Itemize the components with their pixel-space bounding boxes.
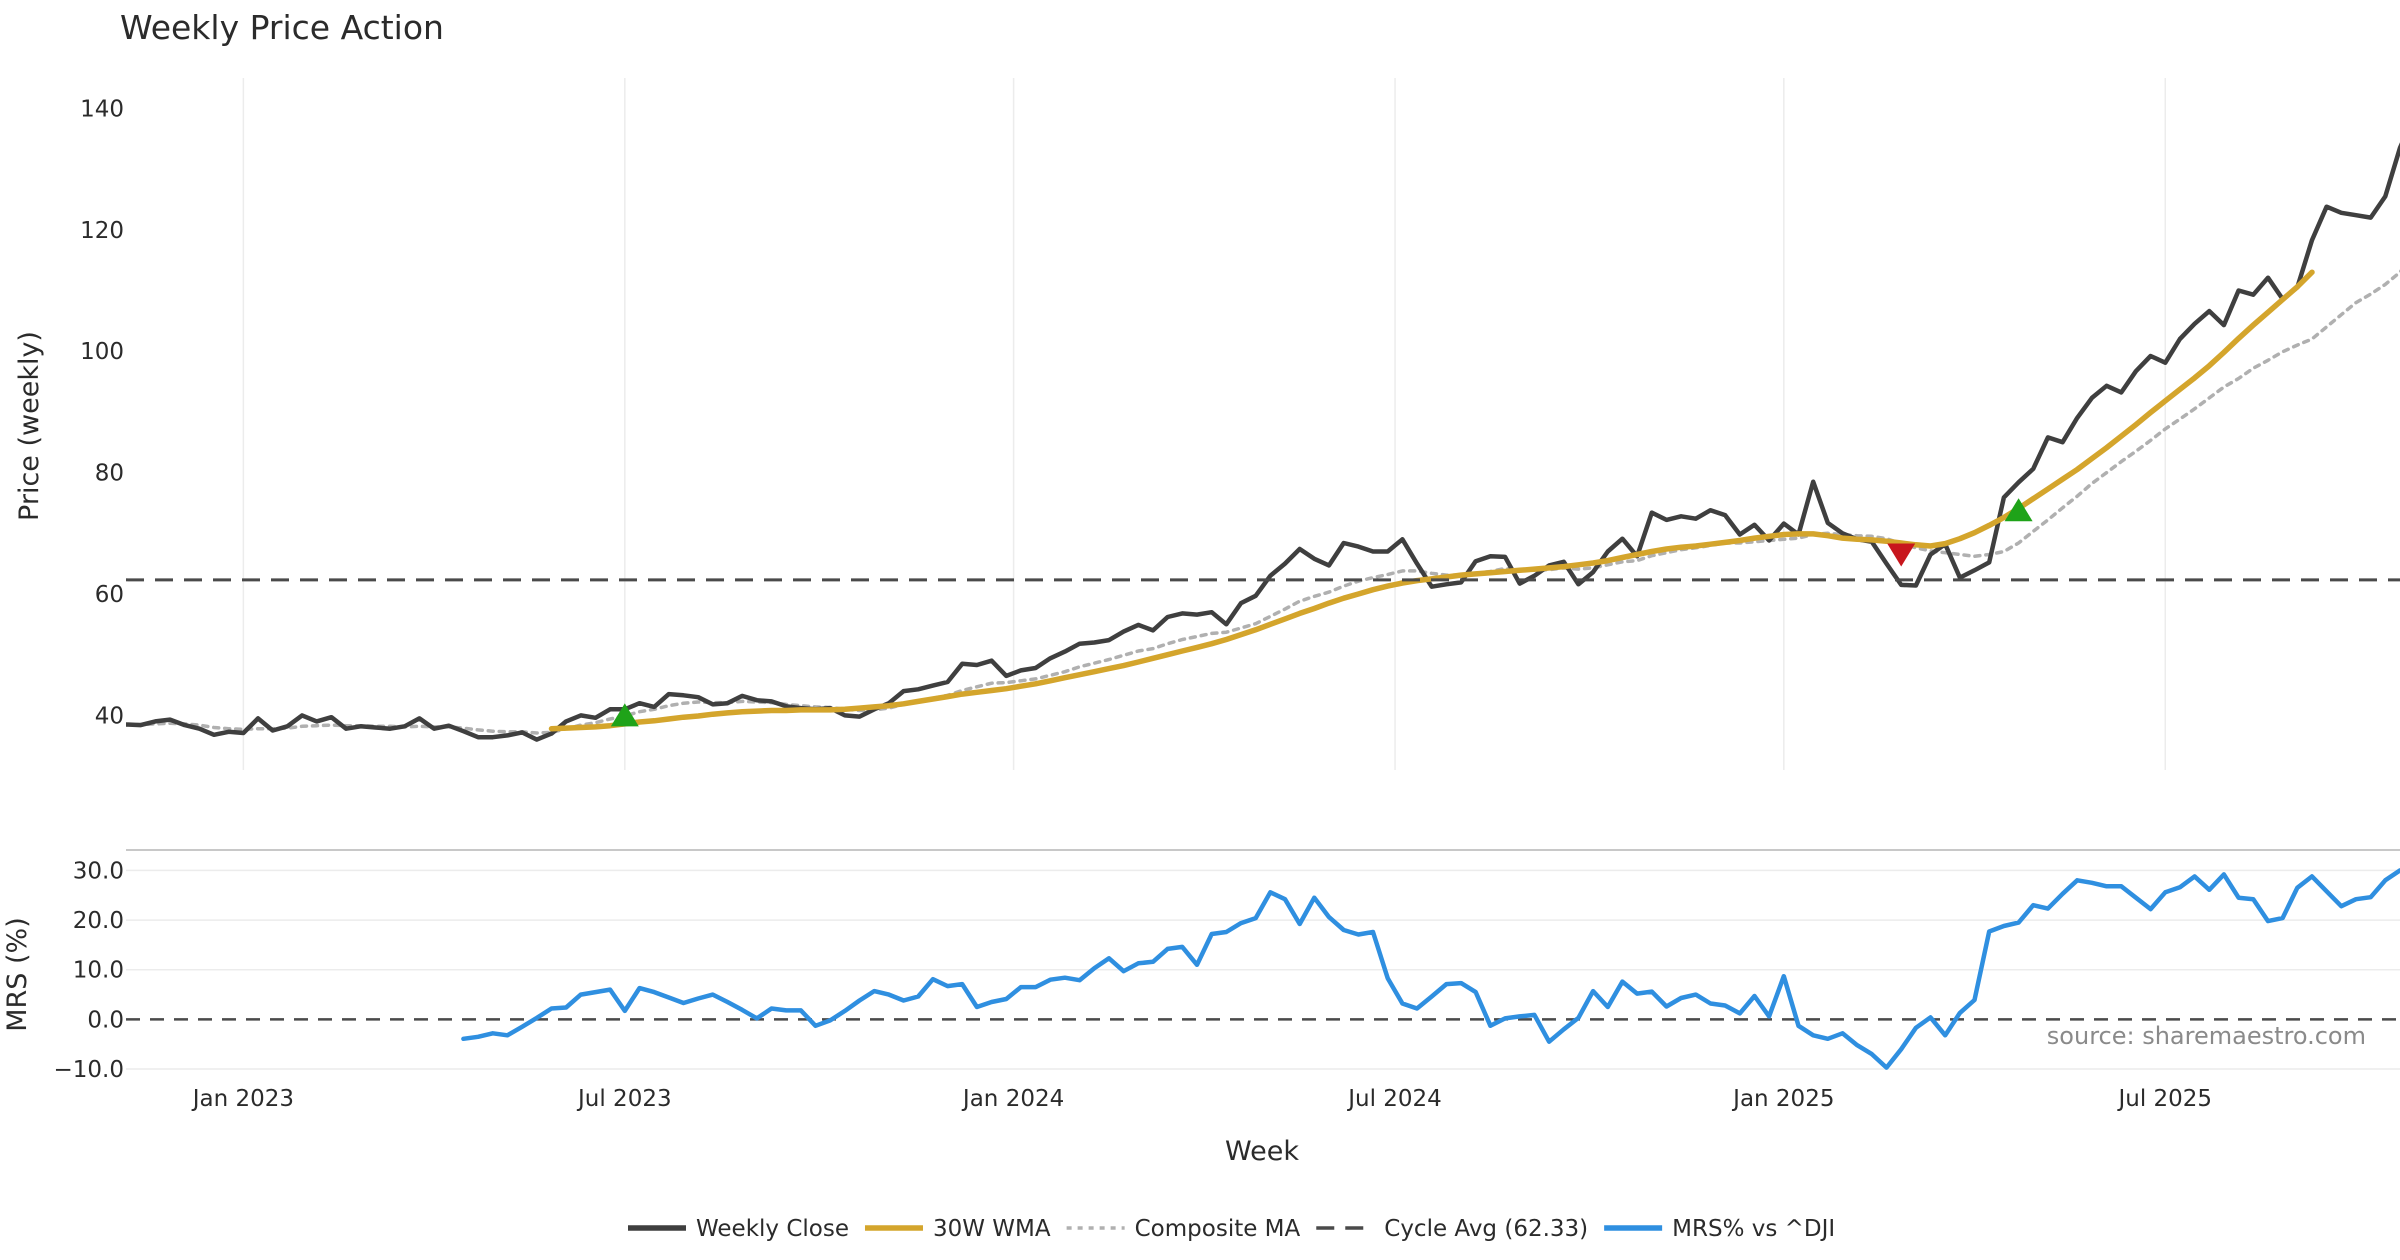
price-gridlines [242, 78, 2167, 770]
mrs-line [461, 868, 2400, 1070]
legend-label-mrs-vs-dji: MRS% vs ^DJI [1672, 1216, 1835, 1242]
mrs-y-tick-30: 30.0 [73, 858, 124, 884]
mrs-y-ticks: −10.0 0.0 10.0 20.0 30.0 [54, 858, 124, 1083]
price-y-tick-60: 60 [95, 582, 124, 608]
mrs-series [126, 868, 2400, 1070]
mrs-y-axis-label: MRS (%) [2, 917, 33, 1032]
x-tick-jul-2023: Jul 2023 [576, 1086, 672, 1112]
price-y-tick-80: 80 [95, 461, 124, 487]
x-tick-jul-2025: Jul 2025 [2116, 1086, 2212, 1112]
source-annotation: source: sharemaestro.com [2047, 1022, 2366, 1050]
x-axis-label: Week [1225, 1136, 1299, 1167]
mrs-y-tick-10: 10.0 [73, 958, 124, 984]
legend-label-weekly-close: Weekly Close [696, 1216, 849, 1242]
legend: Weekly Close 30W WMA Composite MA Cycle Avg… [628, 1216, 1835, 1242]
sell-signal-marker-2 [1887, 543, 1916, 567]
legend-item-30w-wma: 30W WMA [864, 1216, 1051, 1242]
chart-title: Weekly Price Action [120, 8, 444, 47]
signal-markers [610, 498, 2033, 727]
price-y-axis-label: Price (weekly) [14, 331, 45, 521]
mrs-panel: −10.0 0.0 10.0 20.0 30.0 [54, 858, 2400, 1083]
buy-signal-marker-1 [610, 703, 639, 727]
legend-label-cycle-avg-62-33: Cycle Avg (62.33) [1384, 1216, 1588, 1242]
price-y-tick-140: 140 [80, 96, 124, 122]
mrs-y-tick-10: −10.0 [54, 1057, 124, 1083]
price-y-ticks: 40 60 80 100 120 140 [80, 96, 124, 729]
x-tick-jul-2024: Jul 2024 [1346, 1086, 1442, 1112]
buy-signal-marker-3 [2004, 498, 2033, 522]
price-panel: 40 60 80 100 120 140 [80, 78, 2400, 770]
composite-ma-line [126, 269, 2400, 735]
mrs-y-tick-20: 20.0 [73, 908, 124, 934]
mrs-y-tick-0: 0.0 [87, 1007, 124, 1033]
legend-item-mrs-vs-dji: MRS% vs ^DJI [1604, 1216, 1835, 1242]
price-y-tick-120: 120 [80, 218, 124, 244]
x-axis-ticks: Jan 2023 Jul 2023 Jan 2024 Jul 2024 Jan 2025… [191, 1086, 2212, 1112]
legend-label-30w-wma: 30W WMA [933, 1216, 1051, 1242]
x-tick-jan-2024: Jan 2024 [961, 1086, 1064, 1112]
legend-label-composite-ma: Composite MA [1135, 1216, 1301, 1242]
weekly-close-line [126, 142, 2400, 742]
price-y-tick-100: 100 [80, 339, 124, 365]
legend-item-composite-ma: Composite MA [1066, 1216, 1301, 1242]
price-y-tick-40: 40 [95, 703, 124, 729]
x-tick-jan-2025: Jan 2025 [1731, 1086, 1834, 1112]
legend-item-weekly-close: Weekly Close [628, 1216, 849, 1242]
x-tick-jan-2023: Jan 2023 [191, 1086, 294, 1112]
legend-item-cycle-avg-62-33: Cycle Avg (62.33) [1316, 1216, 1588, 1242]
